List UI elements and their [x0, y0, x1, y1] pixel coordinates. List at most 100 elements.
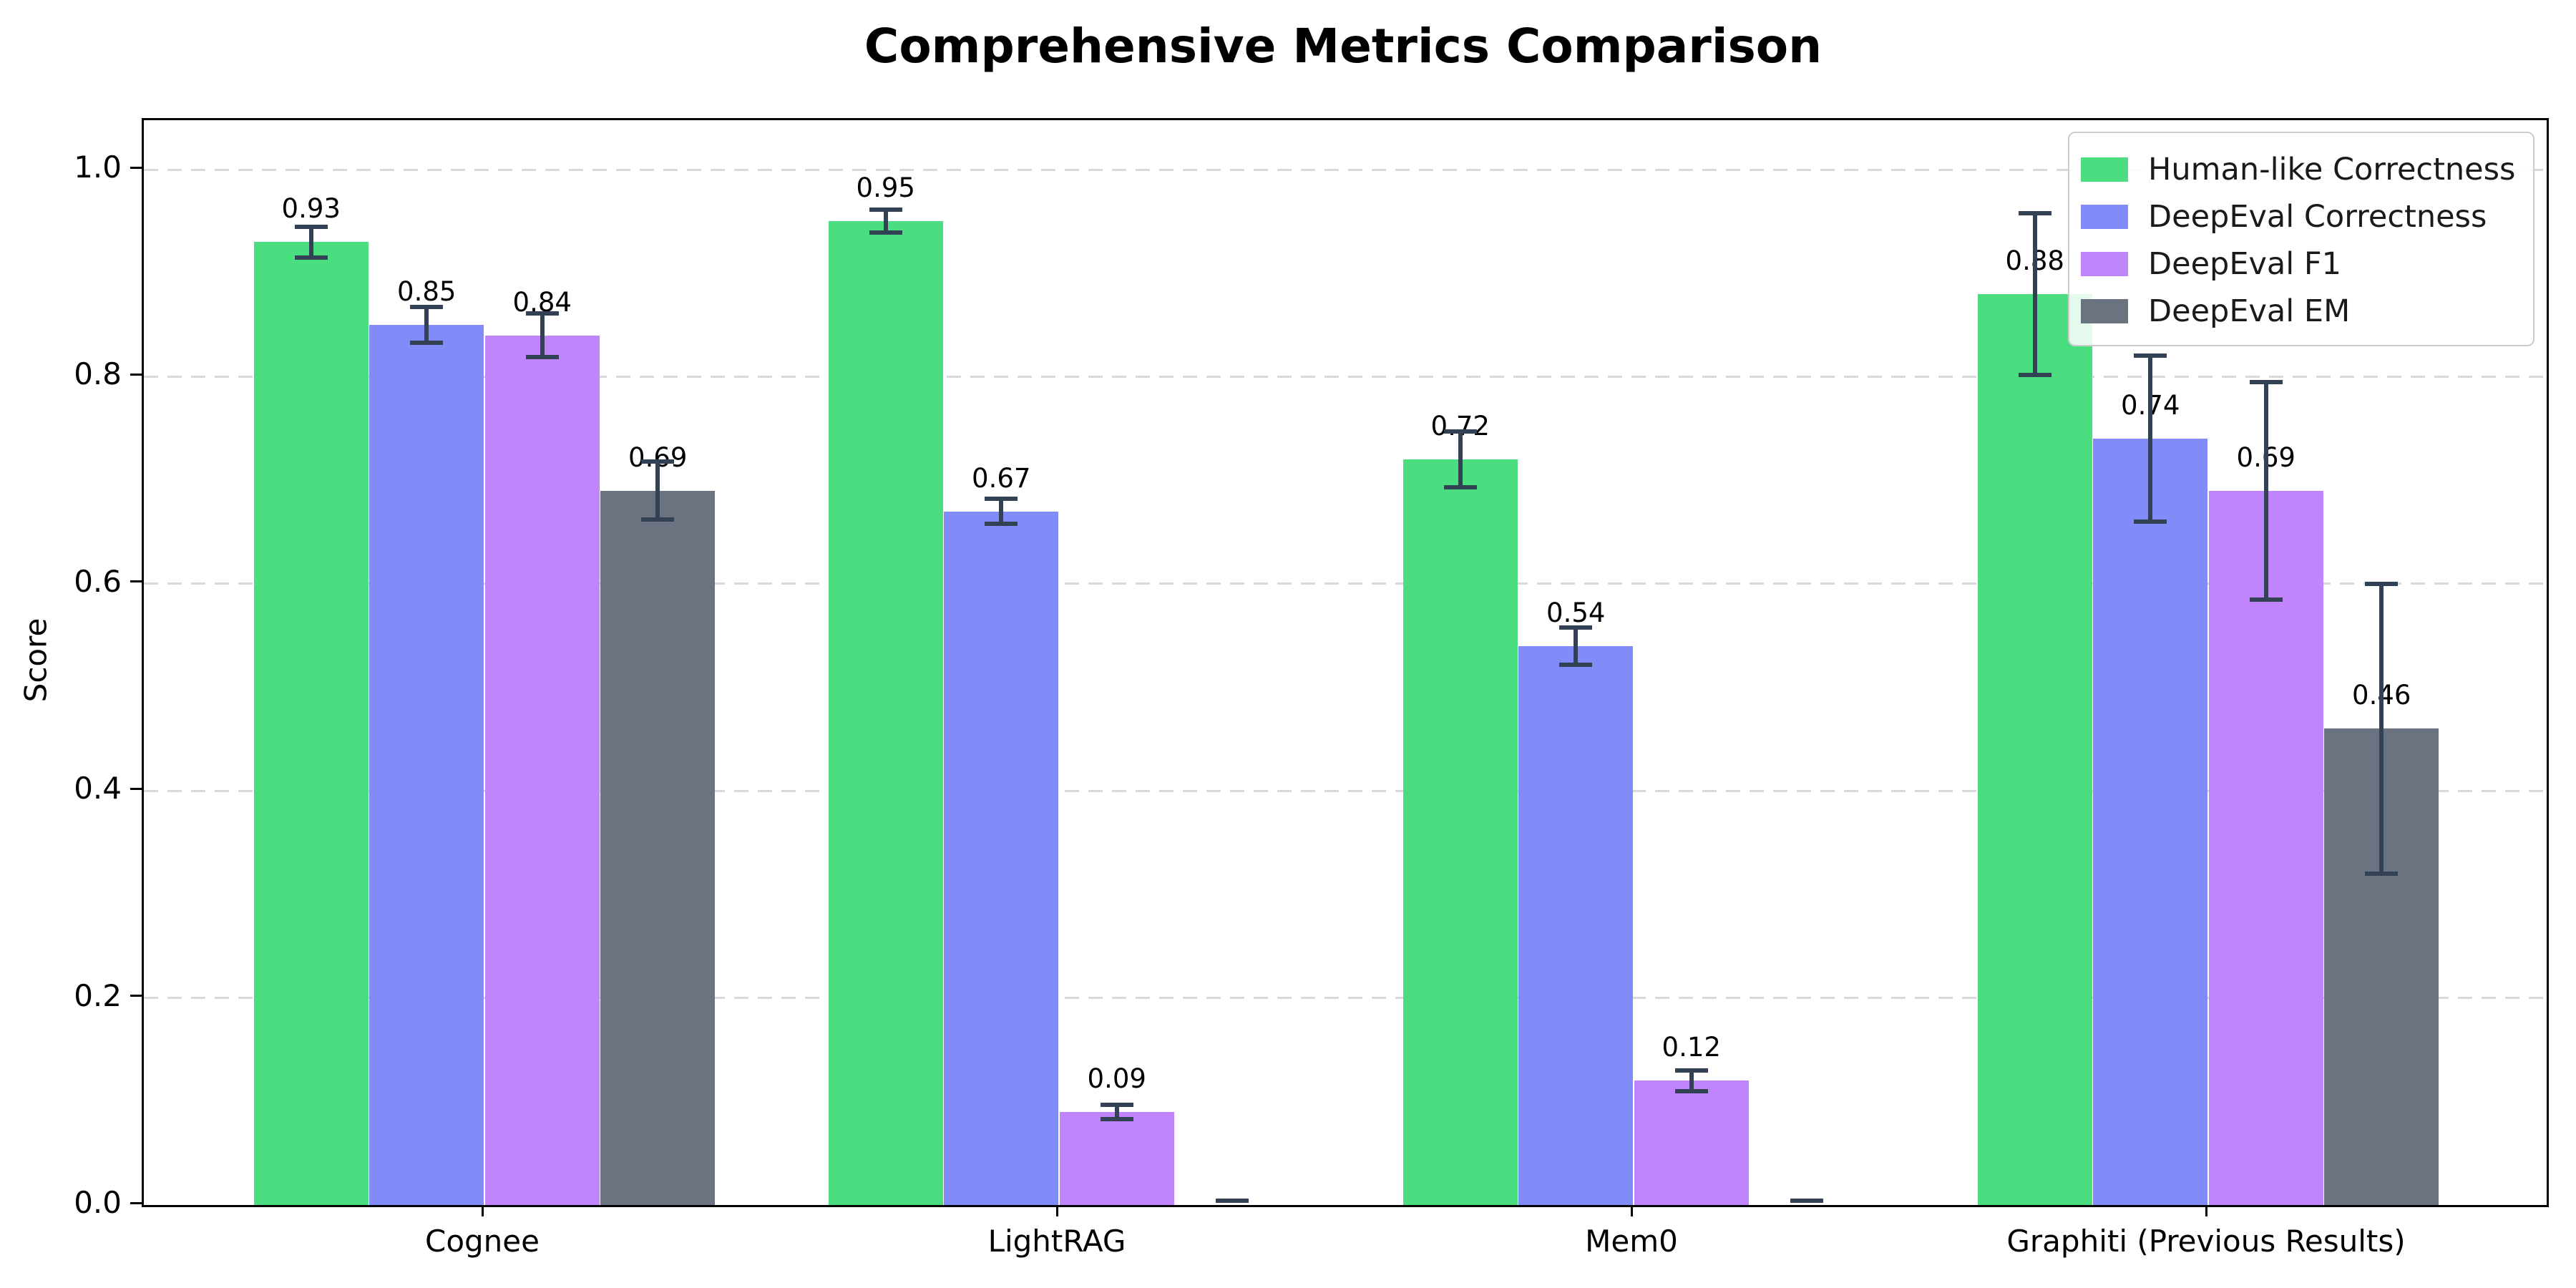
legend-item-label: DeepEval EM — [2148, 293, 2351, 329]
y-tick-label: 1.0 — [74, 150, 122, 185]
gridline — [144, 375, 2547, 378]
bar-value-label: 0.85 — [397, 276, 457, 308]
y-tick-mark — [130, 373, 142, 376]
error-bar — [2032, 213, 2037, 375]
legend-swatch — [2081, 252, 2128, 276]
legend-item: DeepEval F1 — [2081, 240, 2533, 288]
y-tick-mark — [130, 166, 142, 169]
bar — [1518, 645, 1634, 1205]
bar-value-label: 0.93 — [281, 193, 341, 225]
error-bar-cap — [2134, 353, 2167, 358]
legend: Human-like Correctness DeepEval Correctne… — [2068, 132, 2534, 346]
error-bar-cap — [2365, 871, 2399, 876]
error-bar-cap — [1100, 1102, 1133, 1107]
bar — [253, 242, 369, 1205]
error-bar — [308, 226, 313, 258]
bar — [1402, 459, 1518, 1205]
legend-item: DeepEval EM — [2081, 288, 2533, 335]
bar — [1059, 1111, 1174, 1205]
error-bar-cap — [985, 521, 1018, 526]
error-bar-cap — [1216, 1199, 1249, 1204]
bar-value-label: 0.67 — [972, 462, 1031, 494]
x-tick-label: Mem0 — [1585, 1224, 1678, 1259]
y-tick-label: 0.2 — [74, 977, 122, 1013]
bar — [600, 490, 716, 1205]
gridline — [144, 168, 2547, 171]
error-bar-cap — [1100, 1116, 1133, 1121]
y-tick-label: 0.0 — [74, 1185, 122, 1220]
error-bar-cap — [1674, 1068, 1708, 1073]
y-tick-label: 0.6 — [74, 563, 122, 599]
error-bar-cap — [1443, 429, 1477, 434]
bar-value-label: 0.09 — [1087, 1063, 1146, 1094]
error-bar — [1114, 1104, 1119, 1119]
legend-swatch — [2081, 299, 2128, 323]
error-bar-cap — [2249, 379, 2283, 384]
error-bar — [883, 210, 888, 233]
error-bar-cap — [2249, 597, 2283, 602]
error-bar-cap — [410, 340, 444, 345]
y-tick-mark — [130, 1201, 142, 1204]
legend-item: DeepEval Correctness — [2081, 193, 2533, 240]
bar-value-label: 0.12 — [1662, 1032, 1721, 1063]
error-bar — [999, 499, 1004, 524]
y-tick-mark — [130, 995, 142, 997]
error-bar — [2263, 381, 2268, 600]
legend-item-label: DeepEval F1 — [2148, 246, 2341, 282]
bar — [369, 325, 484, 1205]
error-bar-cap — [410, 305, 444, 310]
error-bar-cap — [2018, 372, 2051, 377]
y-axis-label: Score — [18, 618, 54, 703]
x-tick-label: Graphiti (Previous Results) — [2006, 1224, 2406, 1259]
error-bar-cap — [2365, 581, 2399, 586]
bar — [944, 511, 1059, 1205]
error-bar-cap — [2134, 519, 2167, 524]
bar — [484, 335, 600, 1205]
bar — [1977, 293, 2092, 1205]
legend-swatch — [2081, 157, 2128, 182]
chart-title: Comprehensive Metrics Comparison — [864, 19, 1823, 74]
error-bar-cap — [869, 208, 902, 213]
x-tick-mark — [481, 1205, 484, 1216]
error-bar — [1458, 431, 1463, 488]
error-bar-cap — [1443, 485, 1477, 490]
bar — [2093, 439, 2208, 1205]
legend-swatch — [2081, 205, 2128, 229]
x-tick-label: LightRAG — [987, 1224, 1126, 1259]
error-bar-cap — [641, 459, 675, 464]
error-bar — [540, 313, 545, 357]
x-tick-mark — [2205, 1205, 2207, 1216]
error-bar-cap — [525, 354, 559, 359]
error-bar-cap — [294, 224, 328, 229]
y-tick-label: 0.8 — [74, 356, 122, 392]
error-bar-cap — [2018, 210, 2051, 215]
x-tick-label: Cognee — [425, 1224, 540, 1259]
bar — [828, 221, 943, 1205]
gridline — [144, 997, 2547, 1000]
y-tick-label: 0.4 — [74, 771, 122, 806]
error-bar-cap — [1674, 1088, 1708, 1093]
x-tick-mark — [1055, 1205, 1058, 1216]
error-bar-cap — [1790, 1199, 1824, 1204]
error-bar — [2379, 583, 2384, 874]
y-tick-mark — [130, 787, 142, 790]
error-bar-cap — [294, 255, 328, 260]
error-bar-cap — [525, 311, 559, 316]
legend-item-label: Human-like Correctness — [2148, 152, 2516, 187]
error-bar — [1689, 1070, 1694, 1091]
error-bar — [655, 462, 660, 520]
bar-value-label: 0.54 — [1546, 597, 1606, 628]
legend-item: Human-like Correctness — [2081, 146, 2533, 193]
error-bar-cap — [869, 230, 902, 235]
error-bar-cap — [1559, 662, 1593, 667]
x-tick-mark — [1630, 1205, 1633, 1216]
y-tick-mark — [130, 580, 142, 583]
error-bar-cap — [985, 497, 1018, 502]
error-bar — [1574, 627, 1579, 665]
error-bar — [2148, 356, 2153, 522]
bar-value-label: 0.95 — [856, 172, 915, 204]
error-bar-cap — [641, 517, 675, 522]
gridline — [144, 582, 2547, 585]
bar — [2208, 490, 2323, 1205]
